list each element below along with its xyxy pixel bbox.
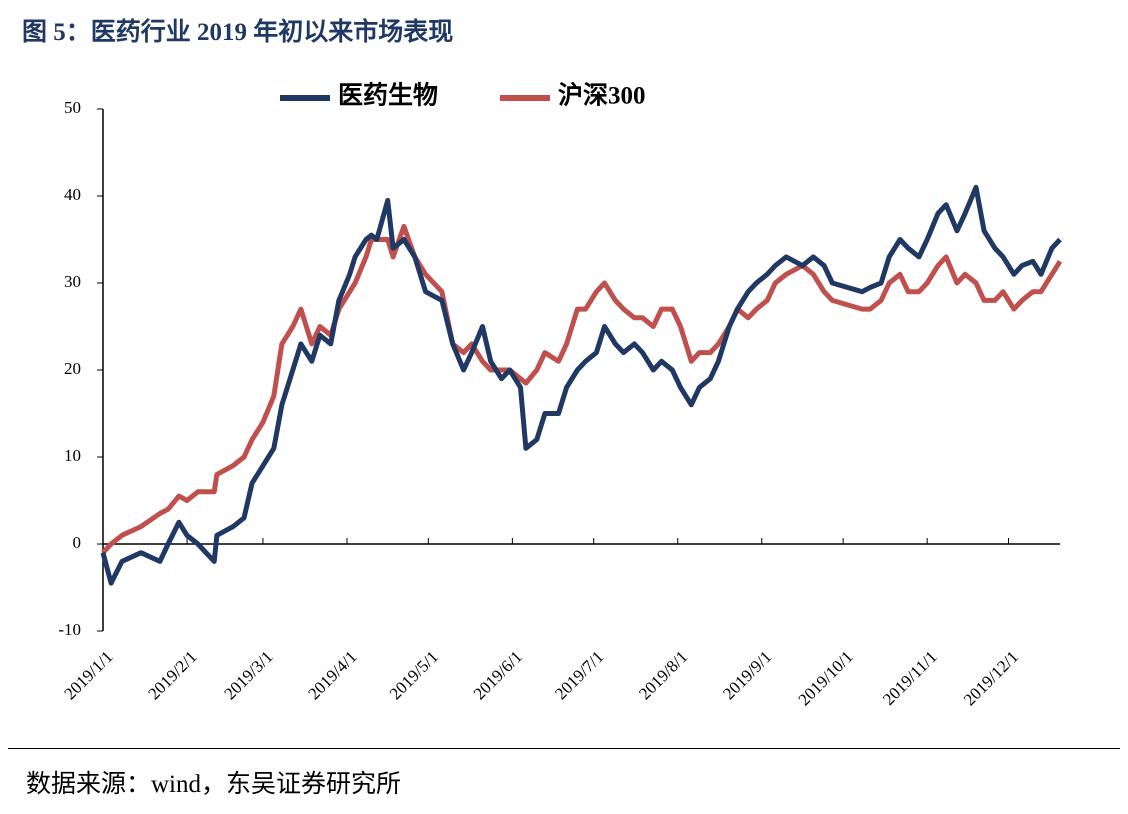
x-tick-label: 2019/10/1: [795, 647, 857, 709]
x-tick-label: 2019/9/1: [719, 647, 775, 703]
y-tick-label: 0: [73, 533, 82, 552]
y-tick-label: -10: [58, 620, 81, 639]
divider: [8, 748, 1120, 749]
legend-label: 沪深300: [558, 82, 646, 110]
series-line: [100, 184, 1062, 586]
y-tick-label: 40: [64, 185, 81, 204]
x-tick-label: 2019/2/1: [144, 647, 200, 703]
source: 数据来源：wind，东吴证券研究所: [26, 771, 402, 798]
legend-label: 医药生物: [338, 82, 438, 110]
y-tick-label: 50: [64, 98, 81, 117]
x-tick-label: 2019/7/1: [551, 647, 607, 703]
x-tick-label: 2019/12/1: [960, 647, 1022, 709]
series-line: [101, 223, 1063, 555]
x-tick-label: 2019/5/1: [386, 647, 442, 703]
x-tick-label: 2019/11/1: [879, 647, 941, 709]
y-tick-label: 10: [64, 446, 81, 465]
x-tick-label: 2019/6/1: [470, 647, 526, 703]
x-tick-label: 2019/1/1: [60, 647, 116, 703]
x-tick-label: 2019/4/1: [304, 647, 360, 703]
y-tick-label: 20: [64, 359, 81, 378]
chart: -10 0 10 20 30 40 50 2019/1/1 2019/2/1 2019/3/1 20…: [58, 82, 1063, 709]
title: 图 5：医药行业 2019 年初以来市场表现: [22, 19, 454, 46]
y-tick-label: 30: [64, 272, 81, 291]
x-tick-label: 2019/8/1: [635, 647, 691, 703]
x-tick-label: 2019/3/1: [220, 647, 276, 703]
